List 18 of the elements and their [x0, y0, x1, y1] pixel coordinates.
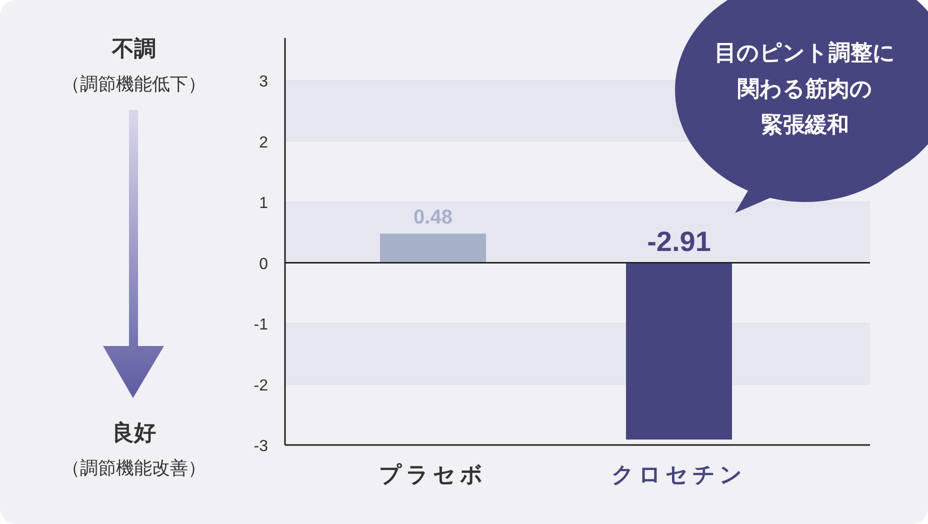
annotation: 緊張緩和 [761, 112, 849, 137]
y-tick-label: 3 [259, 74, 268, 91]
x-tick-label: クロセチン [612, 462, 746, 487]
y-tick-label: 0 [259, 256, 268, 273]
x-tick-label: プラセボ [379, 462, 487, 487]
y-tick-label: 1 [259, 195, 268, 212]
annotation: 目のピント調整に [714, 40, 896, 65]
text: （調節機能改善） [62, 458, 206, 478]
y-tick-label: 2 [259, 134, 268, 152]
y-tick-label: -1 [254, 316, 268, 334]
text: 良好 [112, 420, 156, 445]
y-tick-label: -2 [254, 377, 268, 394]
text: （調節機能低下） [62, 74, 206, 94]
y-tick-label: -3 [254, 438, 268, 455]
annotation: 関わる筋肉の [738, 76, 872, 101]
text: 不調 [111, 36, 156, 61]
data-label: -2.91 [647, 226, 711, 257]
data-label: 0.48 [414, 206, 452, 229]
